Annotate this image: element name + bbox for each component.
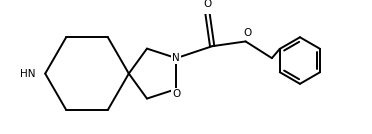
- Text: HN: HN: [20, 69, 36, 79]
- Text: N: N: [173, 53, 180, 63]
- Text: O: O: [203, 0, 212, 9]
- Text: O: O: [244, 28, 252, 38]
- Text: O: O: [172, 89, 180, 99]
